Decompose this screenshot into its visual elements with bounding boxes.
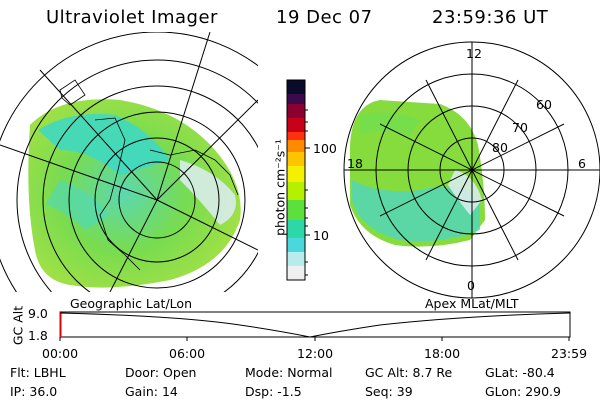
- colorbar-tick-10: 10: [313, 228, 329, 243]
- mlat-label-70: 70: [512, 120, 528, 135]
- mlat-label-60: 60: [536, 97, 552, 112]
- timeline-xtick-2: 12:00: [297, 346, 334, 361]
- info-dsp: Dsp: -1.5: [245, 384, 302, 399]
- altitude-curve: [59, 312, 571, 338]
- timeline-xtick-4: 23:59: [551, 346, 588, 361]
- timeline-xtick-1: 06:00: [169, 346, 206, 361]
- info-glat: GLat: -80.4: [485, 365, 555, 380]
- info-mode: Mode: Normal: [245, 365, 333, 380]
- mlat-label-80: 80: [492, 140, 508, 155]
- info-ip: IP: 36.0: [10, 384, 58, 399]
- timeline-plot: [59, 311, 571, 341]
- coastline: [59, 79, 239, 271]
- timeline-xtick-3: 18:00: [424, 346, 461, 361]
- mlat-panel-label: Apex MLat/MLT: [425, 296, 519, 311]
- info-flt: Flt: LBHL: [10, 365, 66, 380]
- date-label: 19 Dec 07: [276, 7, 373, 28]
- mlt-label-18: 18: [347, 156, 363, 171]
- timeline-ytick-1: 1.8: [28, 328, 48, 343]
- mlat-mlt-panel: [343, 41, 600, 299]
- info-gain: Gain: 14: [125, 384, 178, 399]
- colorbar-unit-label: photon cm⁻²s⁻¹: [272, 139, 288, 236]
- geographic-panel-label: Geographic Lat/Lon: [70, 296, 192, 311]
- mlt-label-6: 6: [578, 156, 586, 171]
- info-seq: Seq: 39: [365, 384, 413, 399]
- colorbar: [286, 79, 310, 281]
- colorbar-tick-100: 100: [313, 141, 337, 156]
- info-gc-alt: GC Alt: 8.7 Re: [365, 365, 453, 380]
- mlt-label-12: 12: [466, 46, 482, 61]
- time-label: 23:59:36 UT: [432, 7, 549, 28]
- mlt-label-0: 0: [467, 278, 475, 293]
- info-door: Door: Open: [125, 365, 197, 380]
- instrument-title: Ultraviolet Imager: [46, 7, 218, 28]
- info-glon: GLon: 290.9: [485, 384, 561, 399]
- timeline-ytick-9: 9.0: [28, 306, 48, 321]
- timeline-xtick-0: 00:00: [42, 346, 79, 361]
- geographic-panel: [0, 32, 258, 292]
- timeline-axis-label: GC Alt: [10, 305, 26, 346]
